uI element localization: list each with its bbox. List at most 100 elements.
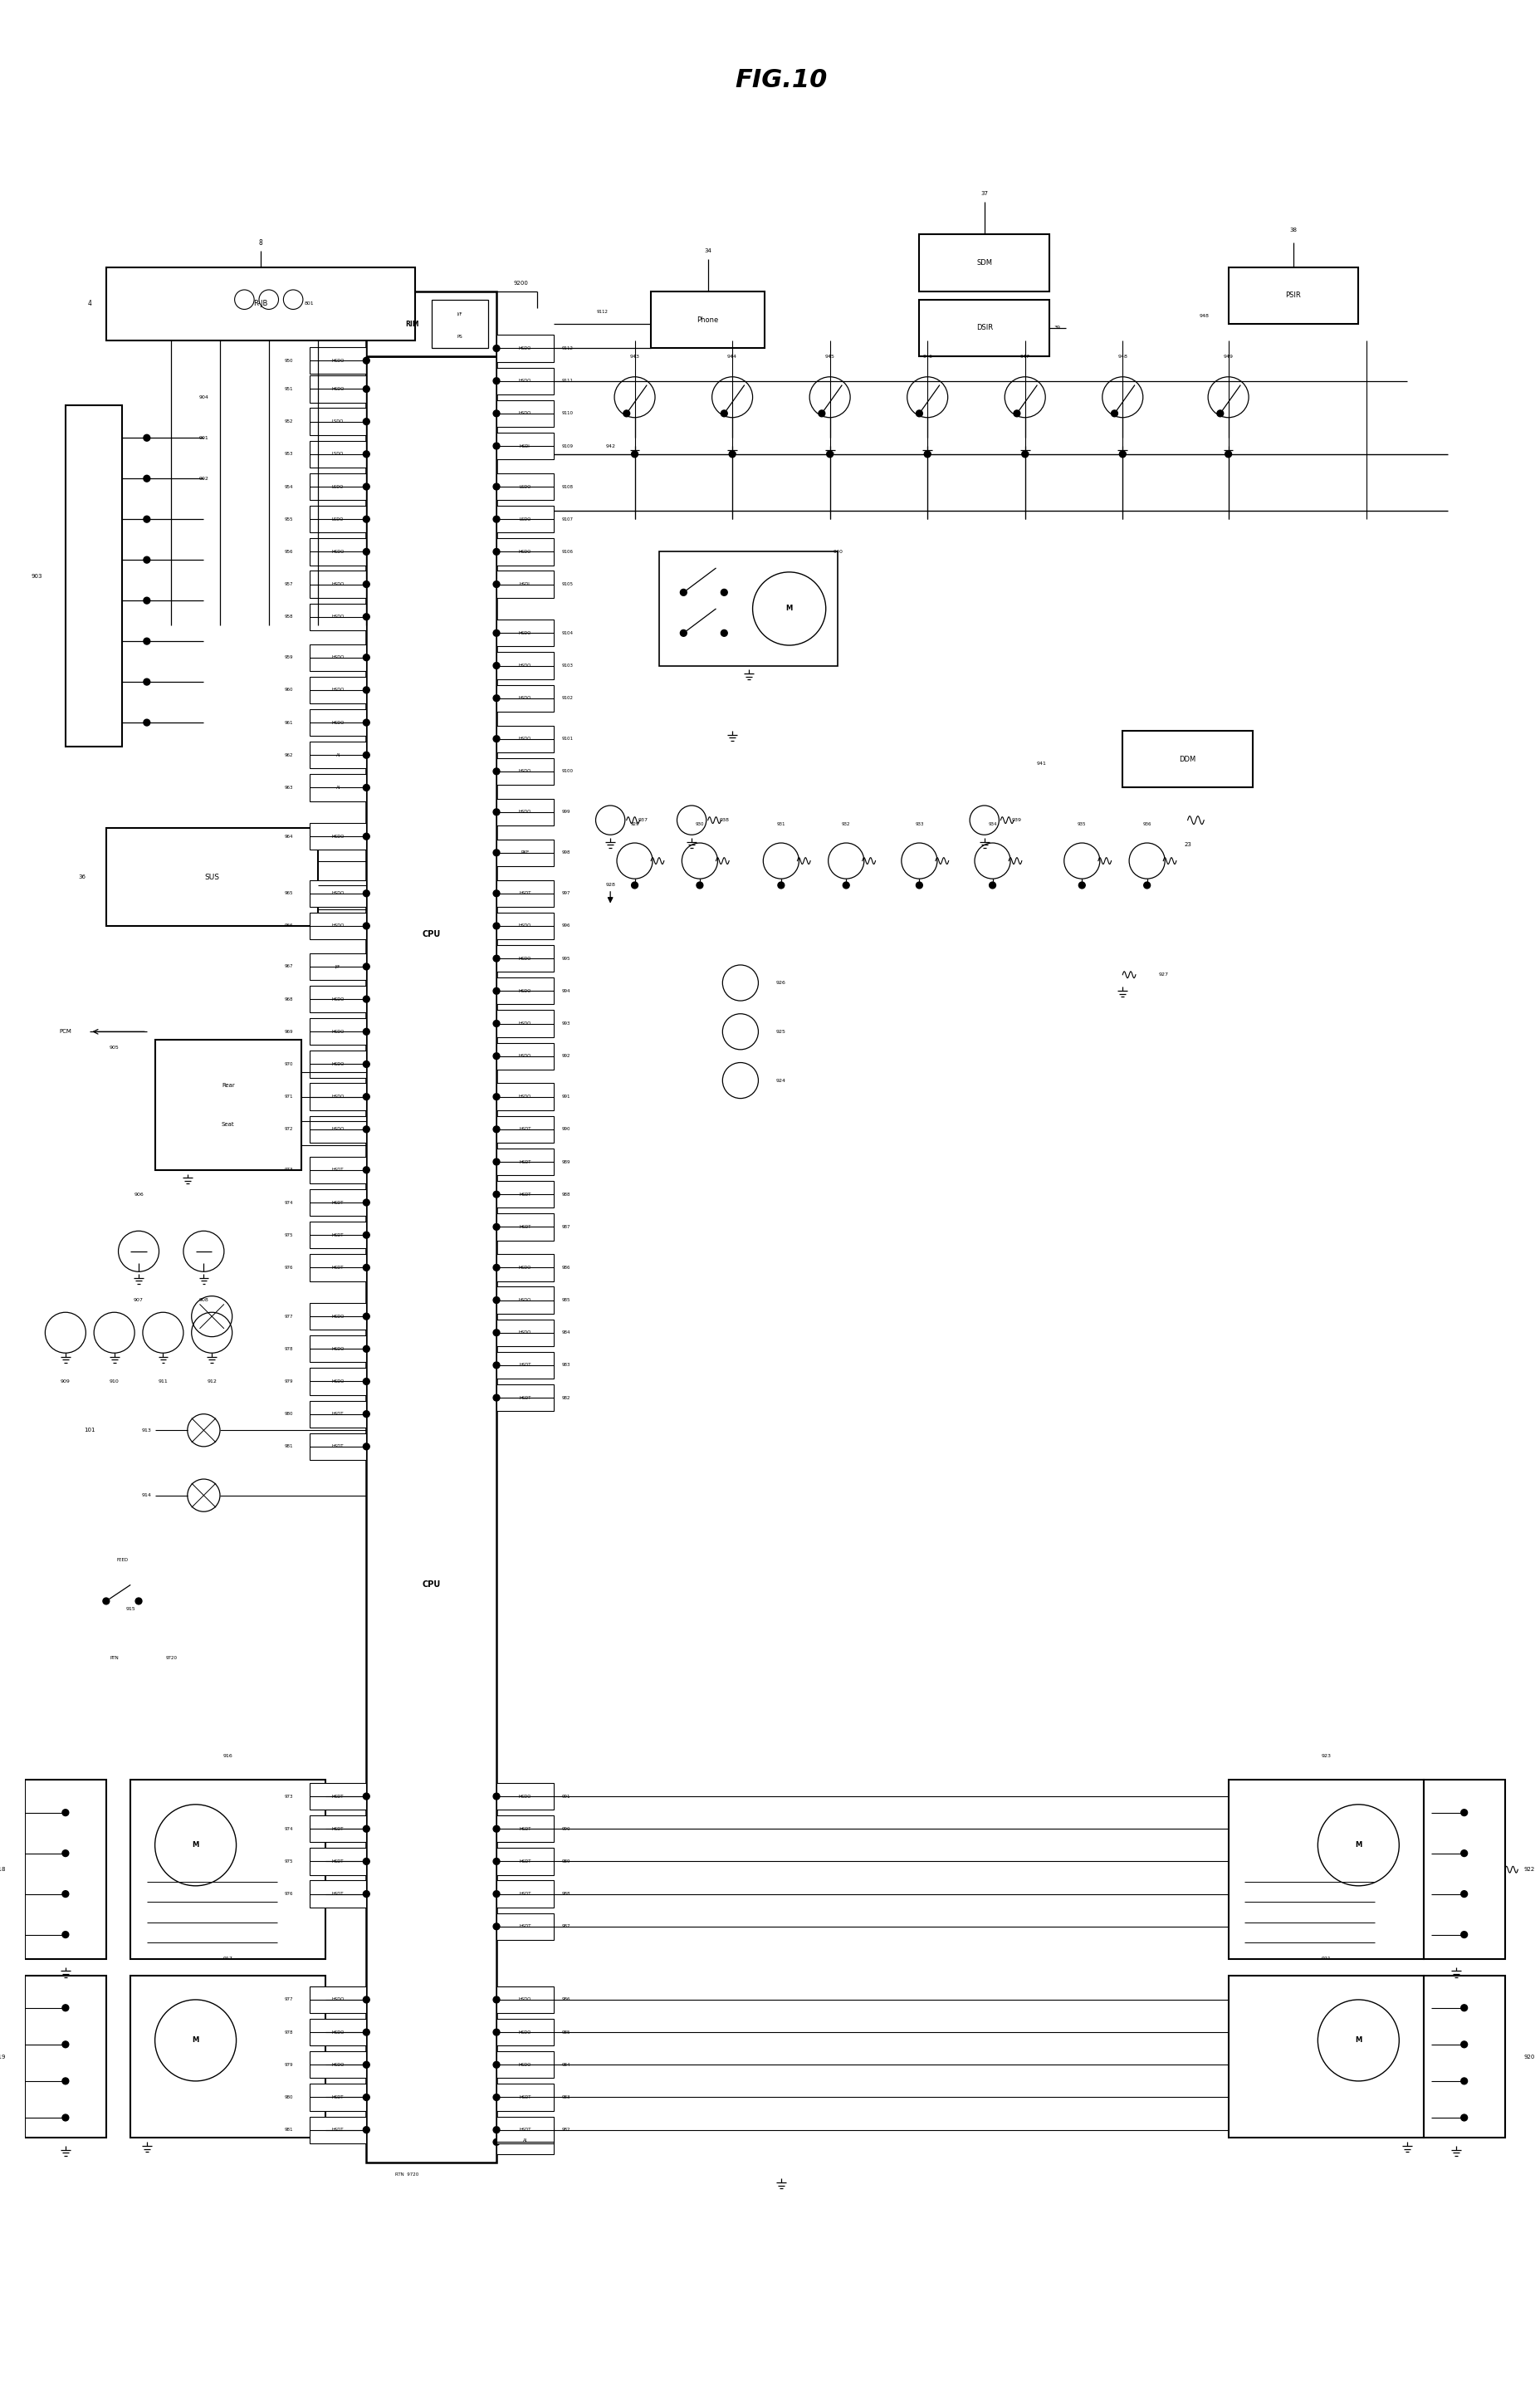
- Text: 9106: 9106: [561, 551, 573, 553]
- Text: 932: 932: [841, 823, 850, 827]
- Circle shape: [631, 450, 638, 457]
- Text: HSDO: HSDO: [519, 664, 531, 669]
- Text: HSDO: HSDO: [331, 657, 343, 659]
- Circle shape: [493, 736, 499, 743]
- Text: 9103: 9103: [561, 664, 573, 669]
- Text: SDM: SDM: [976, 260, 992, 267]
- Bar: [496, 1881, 553, 1907]
- Text: 984: 984: [561, 2063, 570, 2066]
- Bar: [1123, 731, 1252, 786]
- Text: HSDI: HSDI: [519, 445, 530, 447]
- Text: HSDO: HSDO: [519, 1094, 531, 1099]
- Circle shape: [363, 654, 370, 661]
- Circle shape: [136, 1597, 142, 1604]
- Circle shape: [143, 596, 149, 604]
- Circle shape: [916, 883, 922, 887]
- Bar: [367, 291, 496, 356]
- Bar: [496, 2083, 553, 2112]
- Text: 969: 969: [285, 1029, 293, 1034]
- Text: PSIR: PSIR: [1284, 291, 1300, 298]
- Bar: [310, 505, 367, 532]
- Circle shape: [363, 1412, 370, 1417]
- Text: M: M: [192, 1842, 199, 1849]
- Text: 910: 910: [109, 1380, 119, 1383]
- Circle shape: [363, 1126, 370, 1133]
- Text: HSDT: HSDT: [331, 1794, 343, 1799]
- Text: HSDO: HSDO: [331, 835, 343, 839]
- Text: 939: 939: [1012, 818, 1021, 823]
- Text: 981: 981: [285, 2128, 293, 2131]
- Bar: [496, 2051, 553, 2078]
- Text: 23: 23: [1183, 842, 1190, 847]
- Bar: [310, 1368, 367, 1395]
- Bar: [310, 2083, 367, 2112]
- Circle shape: [363, 517, 370, 522]
- Bar: [496, 945, 553, 972]
- Text: PCM: PCM: [59, 1029, 72, 1034]
- Circle shape: [493, 767, 499, 774]
- Text: 9102: 9102: [561, 695, 573, 700]
- Bar: [496, 1912, 553, 1941]
- Text: HSDO: HSDO: [331, 924, 343, 928]
- Bar: [496, 1253, 553, 1282]
- Text: 959: 959: [285, 657, 293, 659]
- Circle shape: [825, 450, 833, 457]
- Circle shape: [363, 1443, 370, 1450]
- Circle shape: [493, 1094, 499, 1099]
- Text: HSDT: HSDT: [331, 1234, 343, 1236]
- Bar: [367, 356, 496, 2162]
- Text: 931: 931: [776, 823, 785, 827]
- Circle shape: [842, 883, 849, 887]
- Text: HSDT: HSDT: [519, 1893, 531, 1895]
- Bar: [310, 1051, 367, 1077]
- Text: RTN: RTN: [109, 1657, 119, 1659]
- Circle shape: [62, 2078, 69, 2085]
- Text: HSDT: HSDT: [519, 2128, 531, 2131]
- Bar: [310, 1987, 367, 2013]
- Text: HSDO: HSDO: [519, 1265, 531, 1270]
- Circle shape: [493, 1020, 499, 1027]
- Circle shape: [493, 411, 499, 416]
- Text: LSDO: LSDO: [519, 517, 531, 522]
- Bar: [496, 2128, 553, 2155]
- Text: 949: 949: [1223, 354, 1232, 358]
- Text: HSDO: HSDO: [331, 582, 343, 587]
- Text: HSDT: HSDT: [519, 1128, 531, 1130]
- Text: 801: 801: [305, 301, 314, 305]
- Text: HSDO: HSDO: [519, 1022, 531, 1025]
- Text: 9107: 9107: [561, 517, 573, 522]
- Text: 9112: 9112: [561, 346, 573, 351]
- Text: HSDT: HSDT: [519, 892, 531, 895]
- Text: HSDO: HSDO: [331, 2030, 343, 2035]
- Bar: [496, 2116, 553, 2143]
- Text: 999: 999: [561, 810, 570, 815]
- Bar: [310, 1304, 367, 1330]
- Text: DSIR: DSIR: [975, 325, 992, 332]
- Text: HSDO: HSDO: [331, 387, 343, 392]
- Text: 935: 935: [1076, 823, 1086, 827]
- Circle shape: [1460, 1809, 1466, 1816]
- Bar: [310, 1847, 367, 1876]
- Circle shape: [493, 1361, 499, 1368]
- Text: 933: 933: [915, 823, 922, 827]
- Bar: [496, 1082, 553, 1111]
- Bar: [310, 1335, 367, 1361]
- Text: HSDT: HSDT: [519, 1859, 531, 1864]
- Text: 948: 948: [1198, 313, 1209, 317]
- Circle shape: [363, 1265, 370, 1270]
- Bar: [496, 1847, 553, 1876]
- Text: HSDO: HSDO: [519, 380, 531, 382]
- Circle shape: [493, 695, 499, 702]
- Bar: [310, 676, 367, 702]
- Bar: [496, 399, 553, 426]
- Text: SUS: SUS: [205, 873, 219, 880]
- Bar: [1227, 1975, 1423, 2138]
- Text: 9108: 9108: [561, 483, 573, 488]
- Circle shape: [1118, 450, 1126, 457]
- Text: 39: 39: [1053, 327, 1061, 329]
- Bar: [310, 645, 367, 671]
- Text: DDM: DDM: [1178, 755, 1195, 762]
- Text: HSDO: HSDO: [519, 2063, 531, 2066]
- Text: CPU: CPU: [422, 931, 440, 938]
- Text: FIG.10: FIG.10: [735, 67, 827, 91]
